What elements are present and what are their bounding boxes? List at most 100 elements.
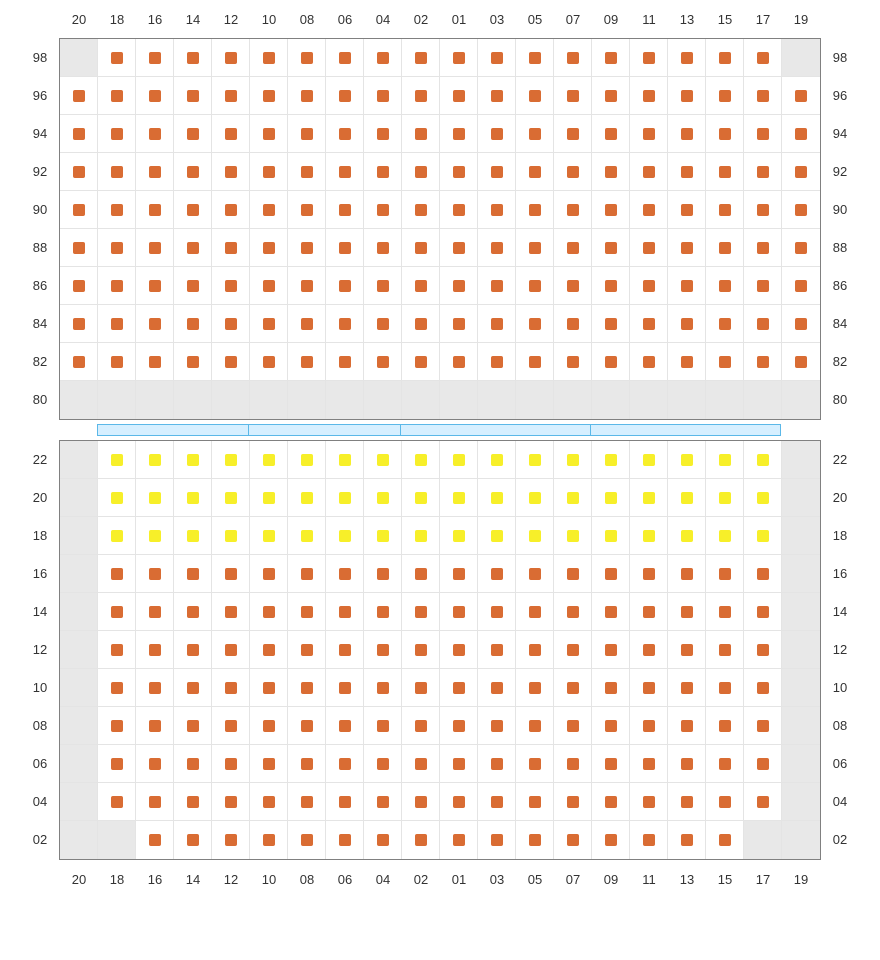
- seat-cell[interactable]: [440, 77, 478, 115]
- seat-cell[interactable]: [516, 39, 554, 77]
- seat-cell[interactable]: [288, 441, 326, 479]
- seat-cell[interactable]: [592, 821, 630, 859]
- seat-cell[interactable]: [288, 115, 326, 153]
- seat-cell[interactable]: [174, 191, 212, 229]
- seat-cell[interactable]: [326, 305, 364, 343]
- seat-cell[interactable]: [782, 305, 820, 343]
- seat-cell[interactable]: [440, 631, 478, 669]
- seat-cell[interactable]: [554, 479, 592, 517]
- seat-cell[interactable]: [326, 39, 364, 77]
- seat-cell[interactable]: [668, 115, 706, 153]
- seat-cell[interactable]: [554, 821, 592, 859]
- seat-cell[interactable]: [478, 343, 516, 381]
- seat-cell[interactable]: [668, 229, 706, 267]
- seat-cell[interactable]: [592, 39, 630, 77]
- seat-cell[interactable]: [136, 707, 174, 745]
- seat-cell[interactable]: [136, 593, 174, 631]
- seat-cell[interactable]: [98, 267, 136, 305]
- seat-cell[interactable]: [174, 707, 212, 745]
- seat-cell[interactable]: [136, 305, 174, 343]
- seat-cell[interactable]: [402, 229, 440, 267]
- seat-cell[interactable]: [98, 555, 136, 593]
- seat-cell[interactable]: [782, 229, 820, 267]
- seat-cell[interactable]: [288, 305, 326, 343]
- seat-cell[interactable]: [364, 555, 402, 593]
- seat-cell[interactable]: [478, 115, 516, 153]
- seat-cell[interactable]: [402, 479, 440, 517]
- seat-cell[interactable]: [326, 191, 364, 229]
- seat-cell[interactable]: [364, 343, 402, 381]
- seat-cell[interactable]: [212, 555, 250, 593]
- seat-cell[interactable]: [592, 267, 630, 305]
- seat-cell[interactable]: [744, 669, 782, 707]
- seat-cell[interactable]: [744, 441, 782, 479]
- seat-cell[interactable]: [136, 631, 174, 669]
- seat-cell[interactable]: [326, 783, 364, 821]
- seat-cell[interactable]: [402, 267, 440, 305]
- seat-cell[interactable]: [706, 555, 744, 593]
- seat-cell[interactable]: [364, 115, 402, 153]
- seat-cell[interactable]: [250, 39, 288, 77]
- seat-cell[interactable]: [478, 745, 516, 783]
- seat-cell[interactable]: [98, 191, 136, 229]
- seat-cell[interactable]: [630, 631, 668, 669]
- seat-cell[interactable]: [668, 39, 706, 77]
- seat-cell[interactable]: [288, 191, 326, 229]
- seat-cell[interactable]: [212, 267, 250, 305]
- seat-cell[interactable]: [288, 745, 326, 783]
- seat-cell[interactable]: [212, 479, 250, 517]
- seat-cell[interactable]: [364, 669, 402, 707]
- seat-cell[interactable]: [326, 593, 364, 631]
- seat-cell[interactable]: [554, 77, 592, 115]
- seat-cell[interactable]: [440, 783, 478, 821]
- seat-cell[interactable]: [630, 821, 668, 859]
- seat-cell[interactable]: [402, 821, 440, 859]
- seat-cell[interactable]: [60, 77, 98, 115]
- seat-cell[interactable]: [706, 39, 744, 77]
- seat-cell[interactable]: [364, 631, 402, 669]
- seat-cell[interactable]: [364, 77, 402, 115]
- seat-cell[interactable]: [630, 267, 668, 305]
- seat-cell[interactable]: [706, 631, 744, 669]
- seat-cell[interactable]: [668, 821, 706, 859]
- seat-cell[interactable]: [478, 305, 516, 343]
- seat-cell[interactable]: [668, 593, 706, 631]
- seat-cell[interactable]: [60, 153, 98, 191]
- seat-cell[interactable]: [782, 77, 820, 115]
- seat-cell[interactable]: [630, 77, 668, 115]
- seat-cell[interactable]: [174, 517, 212, 555]
- seat-cell[interactable]: [250, 783, 288, 821]
- seat-cell[interactable]: [668, 77, 706, 115]
- seat-cell[interactable]: [250, 77, 288, 115]
- seat-cell[interactable]: [630, 343, 668, 381]
- seat-cell[interactable]: [630, 305, 668, 343]
- seat-cell[interactable]: [288, 821, 326, 859]
- seat-cell[interactable]: [136, 153, 174, 191]
- seat-cell[interactable]: [706, 305, 744, 343]
- seat-cell[interactable]: [440, 153, 478, 191]
- seat-cell[interactable]: [554, 441, 592, 479]
- seat-cell[interactable]: [98, 39, 136, 77]
- seat-cell[interactable]: [554, 517, 592, 555]
- seat-cell[interactable]: [630, 153, 668, 191]
- seat-cell[interactable]: [402, 783, 440, 821]
- seat-cell[interactable]: [326, 745, 364, 783]
- seat-cell[interactable]: [60, 191, 98, 229]
- seat-cell[interactable]: [478, 821, 516, 859]
- seat-cell[interactable]: [326, 517, 364, 555]
- seat-cell[interactable]: [98, 153, 136, 191]
- seat-cell[interactable]: [98, 707, 136, 745]
- seat-cell[interactable]: [516, 593, 554, 631]
- seat-cell[interactable]: [326, 343, 364, 381]
- seat-cell[interactable]: [592, 555, 630, 593]
- seat-cell[interactable]: [744, 229, 782, 267]
- seat-cell[interactable]: [516, 669, 554, 707]
- seat-cell[interactable]: [98, 783, 136, 821]
- seat-cell[interactable]: [250, 305, 288, 343]
- seat-cell[interactable]: [364, 821, 402, 859]
- seat-cell[interactable]: [212, 821, 250, 859]
- seat-cell[interactable]: [136, 115, 174, 153]
- seat-cell[interactable]: [174, 555, 212, 593]
- seat-cell[interactable]: [326, 115, 364, 153]
- seat-cell[interactable]: [782, 153, 820, 191]
